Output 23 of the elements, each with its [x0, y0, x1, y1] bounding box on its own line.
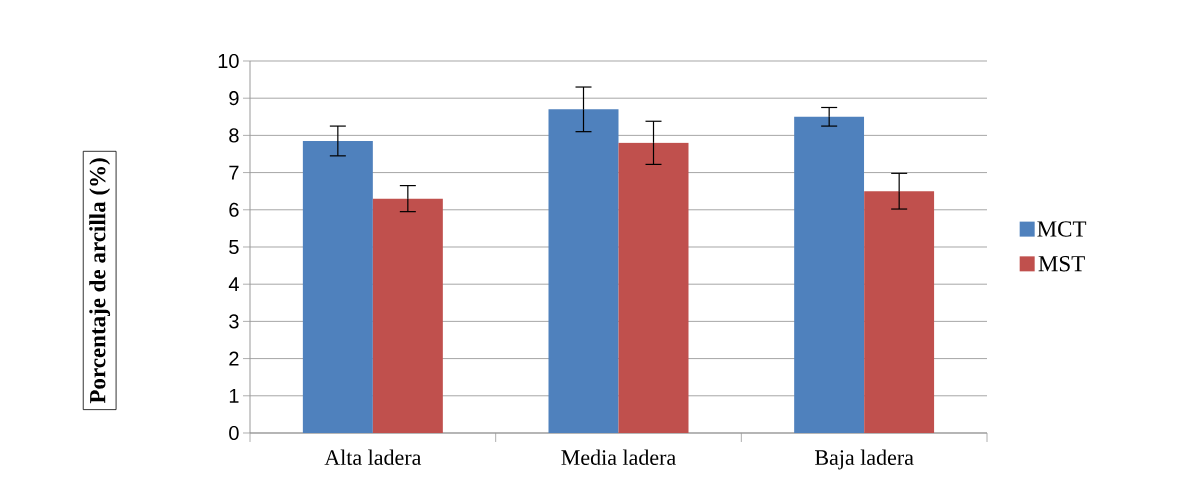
y-tick-label: 9	[229, 91, 239, 106]
bar	[302, 140, 373, 433]
y-tick-label: 7	[229, 165, 239, 180]
y-tick-label: 2	[229, 351, 239, 366]
bar	[794, 116, 865, 433]
y-tick-label: 1	[229, 388, 239, 403]
bar	[372, 198, 443, 433]
x-tick-label: Alta ladera	[324, 449, 422, 465]
y-tick-label: 4	[228, 277, 239, 292]
y-tick-label: 0	[229, 425, 239, 441]
legend-label: MCT	[1037, 221, 1087, 237]
y-tick-label: 3	[229, 314, 239, 329]
y-tick-label: 6	[229, 202, 239, 217]
x-tick-label: Baja ladera	[815, 449, 914, 470]
bar	[864, 191, 935, 433]
bar	[548, 109, 619, 433]
y-axis-title: Porcentaje de arcilla (%)	[89, 158, 111, 404]
x-tick-label: Media ladera	[561, 449, 676, 465]
y-tick-label: 5	[229, 240, 239, 254]
bar	[618, 142, 689, 433]
legend-label: MST	[1038, 255, 1085, 272]
y-tick-label: 8	[229, 128, 239, 143]
y-tick-label: 10	[218, 53, 239, 69]
